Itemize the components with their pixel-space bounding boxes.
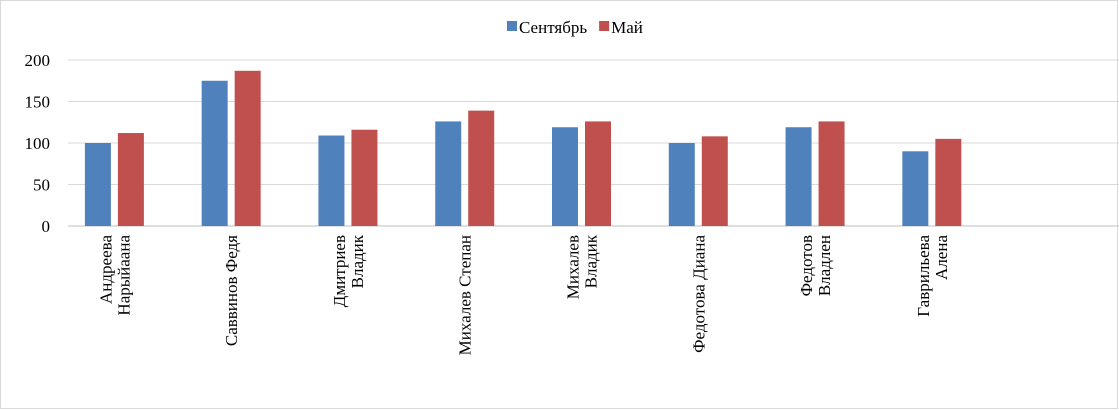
legend-swatch — [599, 21, 610, 31]
bar — [234, 70, 261, 226]
y-tick-label: 150 — [25, 93, 51, 112]
legend-label: Сентябрь — [519, 18, 587, 37]
bar — [351, 129, 378, 226]
bar — [552, 127, 578, 226]
bar — [585, 121, 611, 226]
x-tick-label: ДмитриевВладик — [330, 234, 367, 307]
bar — [935, 138, 962, 226]
bar — [468, 110, 495, 226]
legend-label: Май — [611, 18, 643, 37]
y-tick-label: 0 — [42, 217, 51, 236]
y-tick-label: 50 — [33, 176, 50, 195]
bar — [201, 80, 228, 226]
y-tick-label: 200 — [25, 51, 51, 70]
bar — [902, 151, 929, 226]
bar — [84, 143, 111, 226]
x-tick-label: Саввинов Федя — [222, 235, 241, 346]
bar — [701, 136, 728, 226]
bar — [818, 121, 845, 226]
bar — [318, 135, 345, 226]
x-tick-label: Федотова Диана — [689, 235, 708, 353]
y-tick-label: 100 — [25, 134, 51, 153]
x-tick-label: АндрееваНарыйаана — [96, 235, 133, 316]
x-tick-label: МихалевВладик — [564, 234, 601, 299]
bar — [435, 121, 462, 226]
x-tick-label: ФедотовВладлен — [797, 235, 834, 296]
bar — [668, 143, 695, 226]
x-tick-label: ГаврильеваАлена — [914, 235, 951, 317]
legend-swatch — [507, 21, 517, 31]
bar — [117, 133, 144, 226]
x-tick-label: Михалев Степан — [456, 235, 475, 355]
bar — [785, 127, 812, 226]
